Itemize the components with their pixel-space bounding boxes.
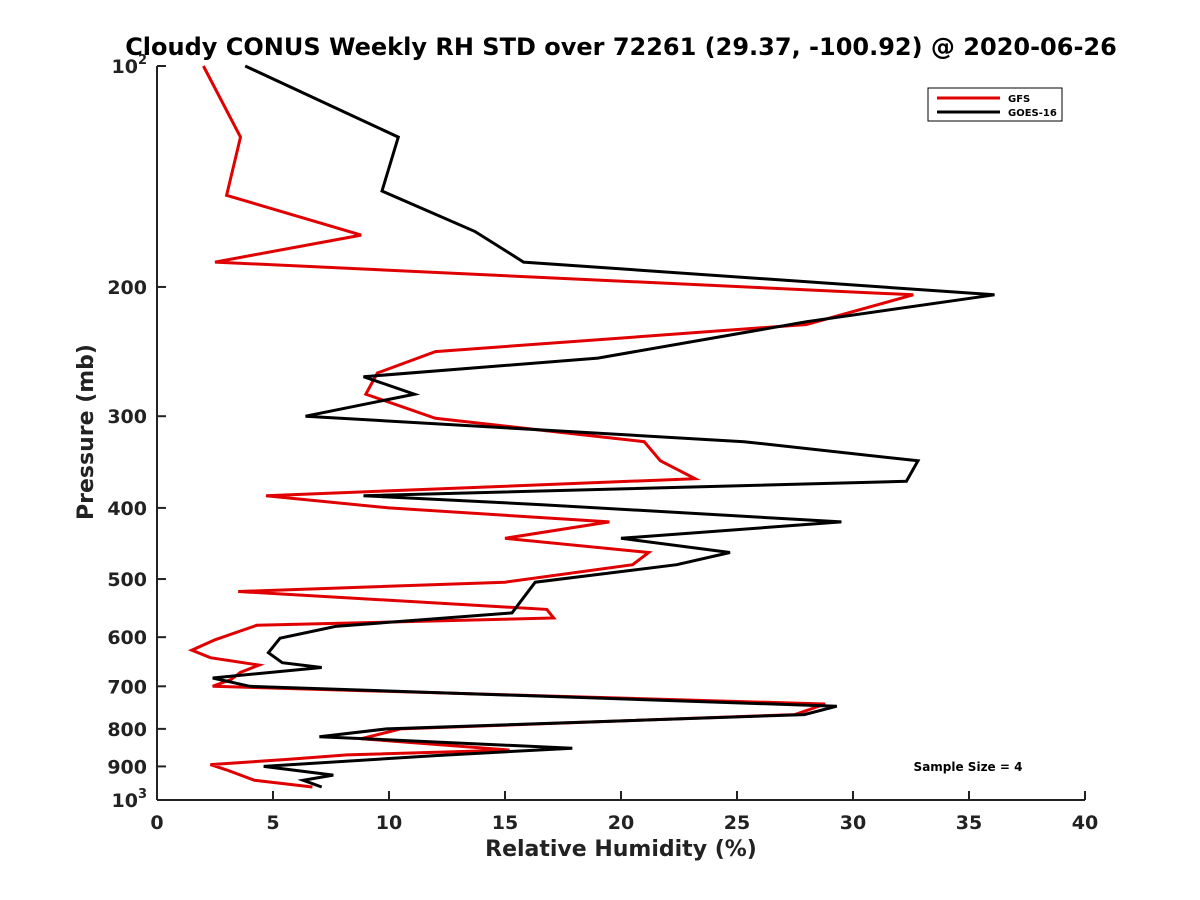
y-tick-label: 700	[107, 676, 147, 698]
legend-items: GFS GOES-16	[937, 94, 1057, 119]
y-tick-label: 400	[107, 498, 147, 520]
y-tick-label: 600	[107, 627, 147, 649]
x-tick-label: 20	[608, 812, 634, 834]
y-axis-label: Pressure (mb)	[74, 344, 99, 520]
x-tick-label: 5	[266, 812, 279, 834]
legend-label: GFS	[1008, 94, 1030, 105]
x-tick-label: 10	[376, 812, 402, 834]
x-tick-label: 30	[840, 812, 866, 834]
legend-label: GOES-16	[1008, 108, 1057, 119]
plot-area: 0 5 10 15 20 25 30 35 40 102 200 300 400 500 600 700 80…	[107, 53, 1098, 834]
x-tick-label: 35	[956, 812, 982, 834]
x-tick-label: 15	[492, 812, 518, 834]
y-tick-label: 300	[107, 406, 147, 428]
y-axis-ticks: 102 200 300 400 500 600 700 800 900 103	[107, 53, 166, 812]
legend-box	[927, 87, 1063, 122]
legend: GFS GOES-16	[927, 87, 1063, 122]
x-tick-label: 25	[724, 812, 750, 834]
y-tick-label: 102	[112, 53, 148, 78]
x-axis-label: Relative Humidity (%)	[485, 837, 757, 862]
x-axis-ticks: 0 5 10 15 20 25 30 35 40	[150, 791, 1098, 834]
y-tick-label: 800	[107, 719, 147, 741]
sample-size-annotation: Sample Size = 4	[914, 760, 1023, 774]
series-line-goes-16	[212, 64, 995, 789]
chart-title: Cloudy CONUS Weekly RH STD over 72261 (2…	[125, 33, 1117, 61]
y-tick-label: 200	[107, 277, 147, 299]
y-tick-label: 103	[112, 787, 148, 812]
x-tick-label: 40	[1072, 812, 1098, 834]
series-lines	[187, 64, 995, 789]
x-tick-label: 0	[150, 812, 163, 834]
y-tick-label: 900	[107, 756, 147, 778]
y-tick-label: 500	[107, 569, 147, 591]
